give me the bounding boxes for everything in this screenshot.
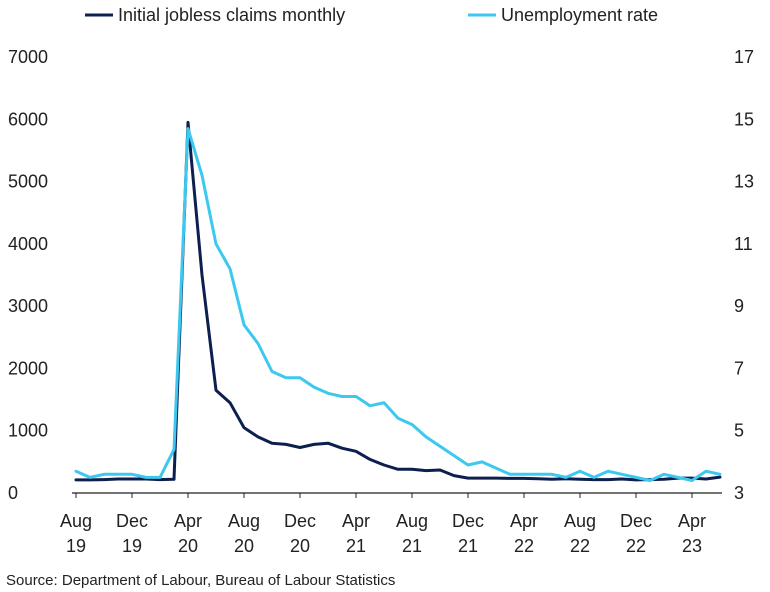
- y-left-tick-label: 7000: [8, 47, 48, 67]
- y-right-tick-label: 11: [734, 234, 753, 254]
- y-left-tick-label: 5000: [8, 172, 48, 192]
- x-tick-label-month: Dec: [284, 511, 316, 531]
- x-tick-label-year: 20: [290, 536, 310, 556]
- x-tick-label-month: Dec: [452, 511, 484, 531]
- x-tick-label-year: 20: [178, 536, 198, 556]
- source-note: Source: Department of Labour, Bureau of …: [6, 572, 396, 589]
- y-right-tick-label: 17: [734, 47, 754, 67]
- x-tick-label-month: Apr: [510, 511, 538, 531]
- plot-lines: [74, 120, 722, 482]
- y-left-tick-label: 6000: [8, 109, 48, 129]
- x-tick-label-year: 19: [66, 536, 86, 556]
- x-tick-label-month: Dec: [620, 511, 652, 531]
- series-line-jobless-claims: [74, 120, 722, 482]
- y-left-tick-label: 4000: [8, 234, 48, 254]
- x-tick-label-month: Apr: [678, 511, 706, 531]
- x-tick-label-year: 20: [234, 536, 254, 556]
- x-tick-label-month: Dec: [116, 511, 148, 531]
- y-left-tick-label: 3000: [8, 296, 48, 316]
- x-tick-label-year: 22: [514, 536, 534, 556]
- x-tick-label-month: Aug: [396, 511, 428, 531]
- x-tick-label-year: 22: [570, 536, 590, 556]
- y-right-tick-label: 13: [734, 172, 754, 192]
- y-right-tick-label: 9: [734, 296, 744, 316]
- legend-label-unemployment-rate: Unemployment rate: [501, 5, 658, 25]
- x-tick-label-year: 21: [458, 536, 478, 556]
- y-right-tick-label: 5: [734, 421, 744, 441]
- y-left-tick-label: 1000: [8, 421, 48, 441]
- x-tick-label-month: Aug: [228, 511, 260, 531]
- y-right-tick-label: 15: [734, 109, 754, 129]
- y-left-tick-label: 0: [8, 483, 18, 503]
- series-line-unemployment-rate: [74, 127, 722, 482]
- x-tick-label-month: Apr: [342, 511, 370, 531]
- x-tick-label-year: 21: [346, 536, 366, 556]
- y-axis-right: 3 5 7 9 11 13 15 17: [734, 47, 754, 503]
- y-right-tick-label: 7: [734, 358, 744, 378]
- legend-label-jobless-claims: Initial jobless claims monthly: [118, 5, 345, 25]
- legend: Initial jobless claims monthly Unemployme…: [85, 5, 658, 25]
- x-tick-label-year: 22: [626, 536, 646, 556]
- x-tick-label-year: 23: [682, 536, 702, 556]
- x-tick-label-year: 21: [402, 536, 422, 556]
- x-tick-label-year: 19: [122, 536, 142, 556]
- y-right-tick-label: 3: [734, 483, 744, 503]
- y-left-tick-label: 2000: [8, 358, 48, 378]
- x-tick-label-month: Aug: [60, 511, 92, 531]
- y-axis-left: 0 1000 2000 3000 4000 5000 6000 7000: [8, 47, 48, 503]
- x-tick-label-month: Apr: [174, 511, 202, 531]
- x-axis-tick-labels: Aug 19 Dec 19 Apr 20 Aug 20 Dec 20 Apr 21 Aug 21 Dec 21…: [60, 493, 706, 556]
- x-tick-label-month: Aug: [564, 511, 596, 531]
